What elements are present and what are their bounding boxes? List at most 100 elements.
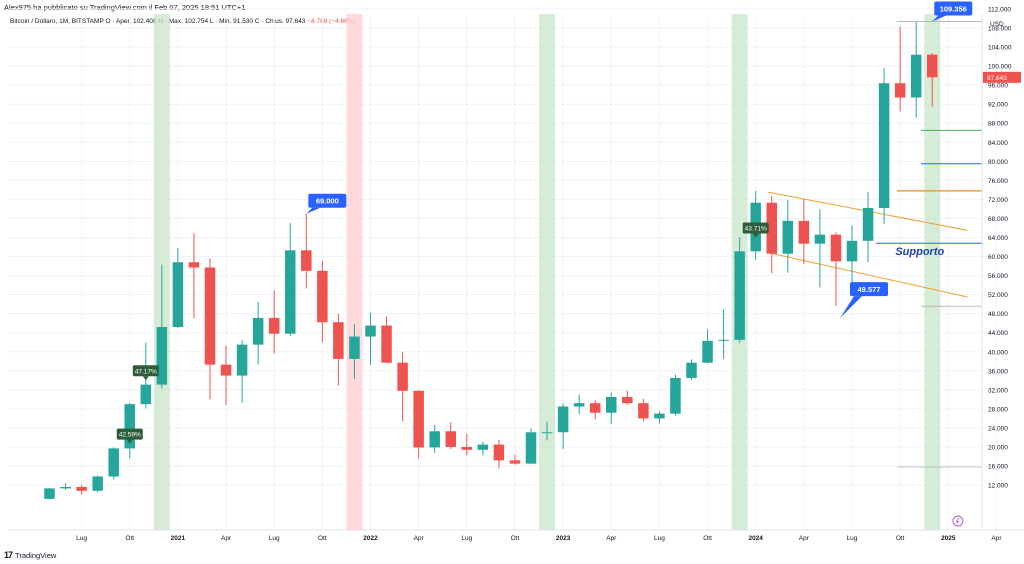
x-tick-label: Lug [847,535,858,542]
callouts: 109.356 69.000 49.577 47.17% 42.59% 43.71% [116,1,973,444]
price-callout-text: 69.000 [316,197,339,206]
y-tick-label: 36.000 [988,368,1008,375]
candle-body [541,432,553,434]
y-tick-label: 108.000 [988,26,1012,33]
candle-body [798,220,810,244]
candle-body [285,250,296,334]
y-tick-label: 48.000 [988,311,1008,318]
candle-body [461,446,473,450]
lightning-icon [952,515,964,527]
candle-body [317,270,328,323]
y-tick-label: 12.000 [988,483,1008,490]
y-tick-label: 76.000 [988,178,1008,185]
y-tick-label: 16.000 [988,464,1008,471]
x-tick-label: Apr [414,535,425,542]
candle-body [846,240,858,262]
y-tick-label: 72.000 [988,197,1008,204]
candle-body [702,340,713,363]
x-tick-label: Lug [269,535,280,542]
channel-line [768,252,968,298]
candle-body [236,344,248,376]
candle-body [204,267,216,365]
candle-body [670,377,681,414]
y-tick-label: 40.000 [988,349,1008,356]
x-tick-label: 2025 [941,535,956,542]
lightning-icon-bolt [955,517,960,525]
candle-body [140,384,152,405]
candle-body [60,486,71,489]
x-tick-label: 2021 [171,535,186,542]
callout-pointer [126,439,133,444]
drawn-lines: Supporto [768,21,982,468]
candle-body [333,322,344,359]
candle-body [108,448,119,477]
symbol-info: Bitcoin / Dollaro, 1M, BITSTAMP O · Aper… [10,18,356,25]
candle-body [349,336,360,359]
candle-body [654,413,665,419]
y-tick-label: 84.000 [988,140,1008,147]
y-tick-label: 24.000 [988,425,1008,432]
publisher-line: Alex975 ha pubblicato su TradingView.com… [4,3,246,12]
percent-callout-box [132,365,159,377]
y-tick-label: 104.000 [988,45,1012,52]
y-tick-label: 60.000 [988,254,1008,261]
x-tick-label: Ott [511,535,520,542]
y-tick-label: 44.000 [988,330,1008,337]
percent-callout-text: 42.59% [119,432,141,439]
axes: 12.000 16.000 20.000 24.000 28.000 32.000 36.0… [8,6,1024,542]
price-callout-box [934,1,973,16]
candle-body [782,220,794,254]
x-tick-label: Apr [991,535,1002,542]
grid [8,8,997,530]
candle-body [92,476,103,491]
percent-callout-text: 43.71% [745,225,767,232]
y-tick-label: 96.000 [988,83,1008,90]
y-tick-label: 68.000 [988,216,1008,223]
x-tick-label: Ott [125,535,134,542]
candle-body [381,325,392,363]
candle-body [814,234,826,244]
symbol-name: Bitcoin / Dollaro, 1M, BITSTAMP [10,18,104,25]
candle-body [638,403,649,419]
x-tick-label: Ott [896,535,905,542]
candle-body [525,432,537,464]
y-tick-label: 92.000 [988,102,1008,109]
y-tick-label: 20.000 [988,444,1008,451]
y-tick-label: 80.000 [988,159,1008,166]
candle-body [44,488,55,499]
price-callout-text: 49.577 [858,285,881,294]
y-tick-label: 64.000 [988,235,1008,242]
price-change: −4.769 (−4.66%) [307,18,356,25]
candle-body [188,262,200,268]
candle-body [76,486,87,491]
percent-callout-box [116,428,143,440]
candle-body [268,317,280,334]
candle-body [910,54,922,98]
x-tick-label: 2024 [748,535,763,542]
candle-body [766,202,777,254]
percent-callout-text: 47.17% [135,368,157,375]
x-tick-label: Apr [799,535,810,542]
candle-body [220,364,232,376]
callout-pointer [306,207,321,214]
callout-pointer [752,233,759,238]
x-tick-label: 2023 [556,535,571,542]
candle-body [718,339,729,341]
callout-pointer [932,15,947,22]
x-tick-label: 2022 [363,535,378,542]
y-tick-label: 52.000 [988,292,1008,299]
candle-body [156,327,168,385]
candle-body [413,390,424,448]
y-tick-label: 56.000 [988,273,1008,280]
candle-body [573,403,585,407]
candle-body [493,444,505,461]
currency-label: USD [990,21,1004,28]
callout-pointer [142,376,149,381]
candle-body [734,251,745,340]
callout-pointer [840,296,862,319]
price-callout-box [308,193,347,208]
y-tick-label: 100.000 [988,64,1012,71]
percent-callout-box [742,222,769,234]
highlight-bands [153,14,941,530]
